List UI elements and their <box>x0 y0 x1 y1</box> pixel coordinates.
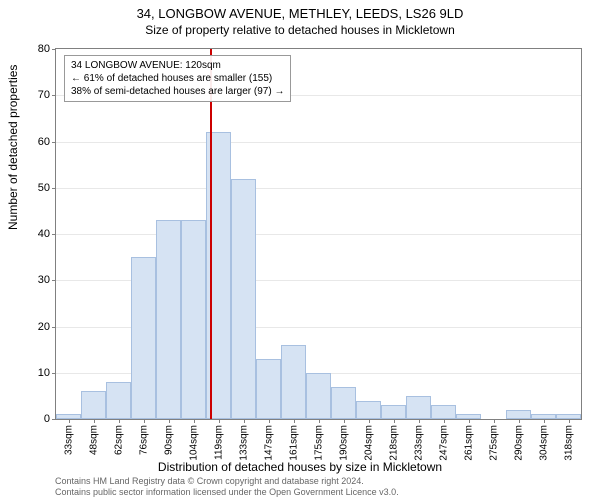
x-tick-label: 290sqm <box>513 425 524 461</box>
y-tick-mark <box>52 142 56 143</box>
copyright-line: Contains public sector information licen… <box>55 487 399 498</box>
histogram-bar <box>381 405 406 419</box>
x-tick-mark <box>94 419 95 423</box>
info-box-line: ← 61% of detached houses are smaller (15… <box>71 72 284 85</box>
gridline <box>56 142 581 143</box>
plot-area: 0102030405060708033sqm48sqm62sqm76sqm90s… <box>55 48 582 420</box>
histogram-bar <box>181 220 206 419</box>
x-tick-label: 48sqm <box>88 425 99 455</box>
histogram-bar <box>431 405 456 419</box>
gridline <box>56 234 581 235</box>
x-tick-mark <box>169 419 170 423</box>
x-tick-mark <box>544 419 545 423</box>
x-tick-label: 104sqm <box>188 425 199 461</box>
x-tick-label: 119sqm <box>213 425 224 460</box>
histogram-bar <box>406 396 431 419</box>
x-tick-label: 76sqm <box>138 425 149 455</box>
x-tick-mark <box>469 419 470 423</box>
x-tick-label: 190sqm <box>338 425 349 461</box>
x-tick-label: 275sqm <box>488 425 499 461</box>
x-tick-mark <box>394 419 395 423</box>
x-tick-mark <box>244 419 245 423</box>
y-tick-mark <box>52 188 56 189</box>
x-tick-mark <box>319 419 320 423</box>
histogram-bar <box>156 220 181 419</box>
x-axis-label: Distribution of detached houses by size … <box>0 460 600 474</box>
x-tick-mark <box>419 419 420 423</box>
chart-subtitle: Size of property relative to detached ho… <box>0 23 600 37</box>
histogram-bar <box>81 391 106 419</box>
x-tick-mark <box>519 419 520 423</box>
y-tick-mark <box>52 49 56 50</box>
histogram-bar <box>256 359 281 419</box>
x-tick-mark <box>269 419 270 423</box>
x-tick-label: 304sqm <box>538 425 549 461</box>
x-tick-label: 233sqm <box>413 425 424 461</box>
x-tick-label: 33sqm <box>63 425 74 455</box>
x-tick-mark <box>294 419 295 423</box>
histogram-bar <box>106 382 131 419</box>
x-tick-label: 175sqm <box>313 425 324 461</box>
y-tick-mark <box>52 280 56 281</box>
histogram-bar <box>331 387 356 419</box>
info-box: 34 LONGBOW AVENUE: 120sqm← 61% of detach… <box>64 55 291 102</box>
x-tick-label: 161sqm <box>288 425 299 461</box>
x-tick-mark <box>444 419 445 423</box>
y-tick-mark <box>52 327 56 328</box>
x-tick-mark <box>344 419 345 423</box>
histogram-bar <box>231 179 256 420</box>
x-tick-mark <box>369 419 370 423</box>
histogram-bar <box>131 257 156 419</box>
x-tick-label: 90sqm <box>163 425 174 455</box>
histogram-bar <box>356 401 381 420</box>
x-tick-mark <box>69 419 70 423</box>
x-tick-mark <box>194 419 195 423</box>
histogram-bar <box>306 373 331 419</box>
x-tick-label: 261sqm <box>463 425 474 461</box>
y-axis-label: Number of detached properties <box>6 65 20 230</box>
property-marker-line <box>210 49 212 419</box>
x-tick-label: 218sqm <box>388 425 399 461</box>
info-box-line: 34 LONGBOW AVENUE: 120sqm <box>71 59 284 72</box>
x-tick-label: 204sqm <box>363 425 374 461</box>
copyright-line: Contains HM Land Registry data © Crown c… <box>55 476 399 487</box>
x-tick-label: 247sqm <box>438 425 449 461</box>
y-tick-mark <box>52 95 56 96</box>
x-tick-label: 147sqm <box>263 425 274 461</box>
x-tick-mark <box>144 419 145 423</box>
x-tick-mark <box>119 419 120 423</box>
y-tick-mark <box>52 234 56 235</box>
y-tick-mark <box>52 373 56 374</box>
gridline <box>56 188 581 189</box>
x-tick-label: 133sqm <box>238 425 249 461</box>
x-tick-label: 62sqm <box>113 425 124 455</box>
x-tick-mark <box>569 419 570 423</box>
y-tick-mark <box>52 419 56 420</box>
chart-container: 34, LONGBOW AVENUE, METHLEY, LEEDS, LS26… <box>0 0 600 500</box>
copyright-text: Contains HM Land Registry data © Crown c… <box>55 476 399 498</box>
info-box-line: 38% of semi-detached houses are larger (… <box>71 85 284 98</box>
x-tick-label: 318sqm <box>563 425 574 461</box>
histogram-bar <box>506 410 531 419</box>
histogram-bar <box>281 345 306 419</box>
x-tick-mark <box>219 419 220 423</box>
chart-title: 34, LONGBOW AVENUE, METHLEY, LEEDS, LS26… <box>0 0 600 21</box>
x-tick-mark <box>494 419 495 423</box>
